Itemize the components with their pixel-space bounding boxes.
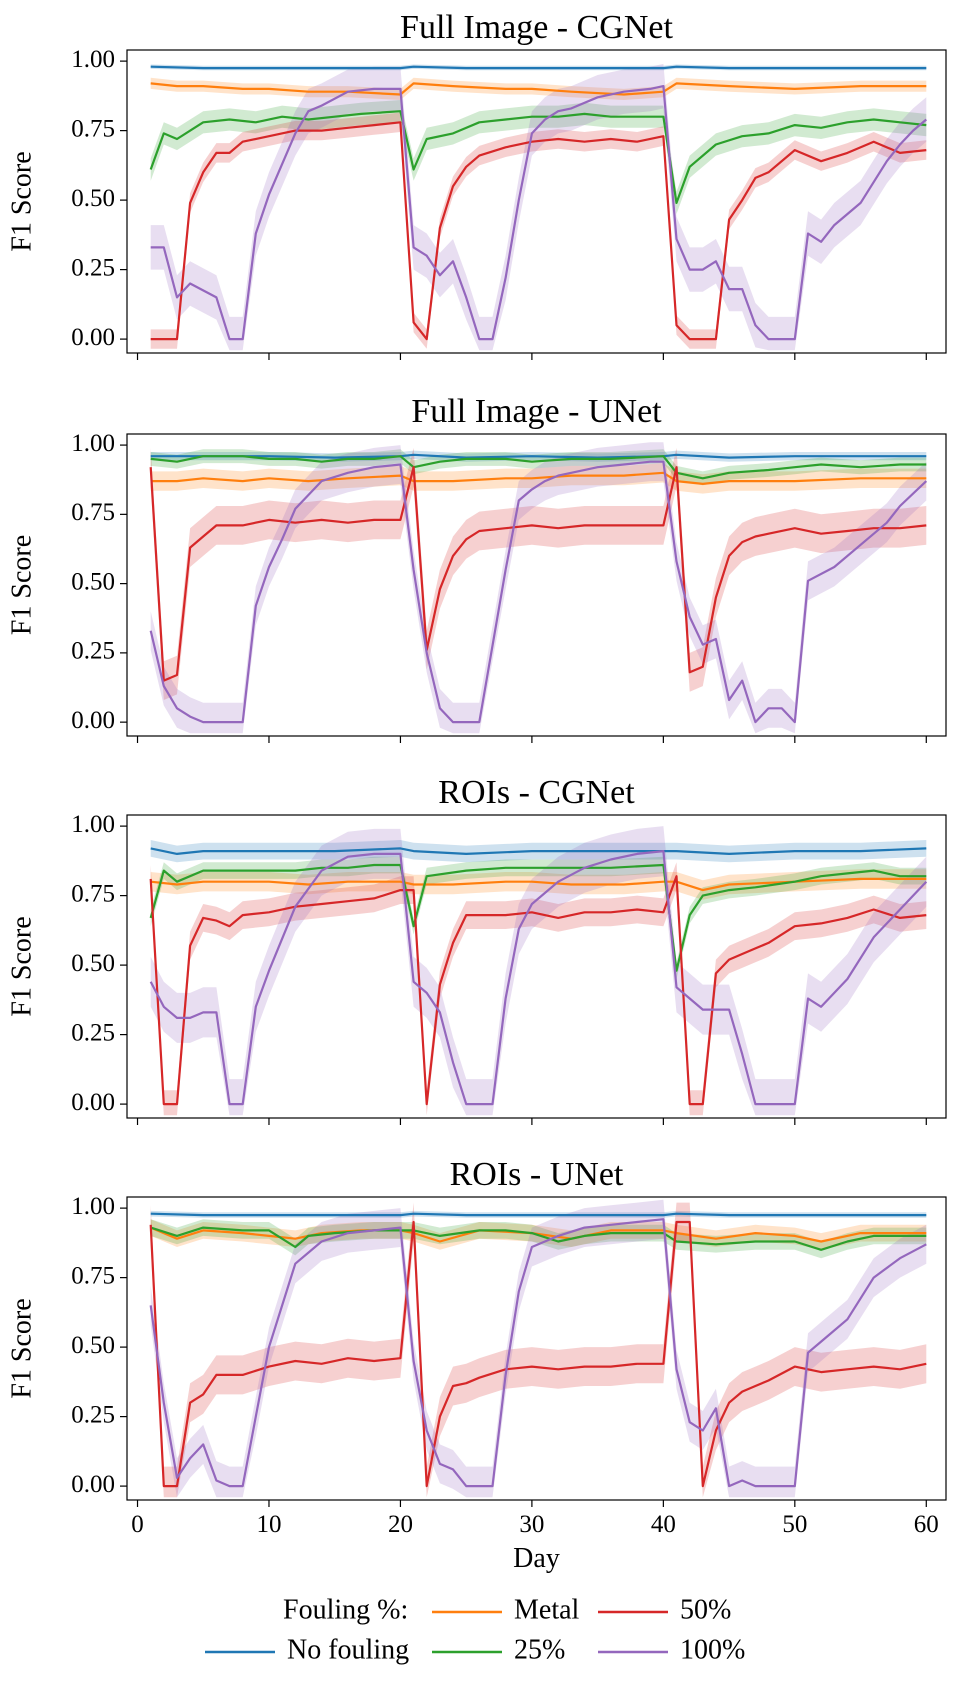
series-line-metal [150,82,927,96]
series-line-25pct [150,455,927,480]
chart-title: Full Image - UNet [411,393,662,430]
series-line-no-fouling [150,847,927,856]
confidence-band-50pct [150,1202,927,1498]
confidence-band-100pct [150,442,927,734]
series-line-no-fouling [150,1212,927,1217]
legend-label: 25% [514,1634,565,1665]
series-line-100pct [149,460,928,724]
series-line-metal [150,877,927,892]
y-tick-label: 1.00 [71,1193,115,1220]
series-line-25pct [149,110,927,204]
series-line-25pct [149,863,927,972]
legend-label: 50% [680,1594,731,1625]
y-tick-label: 0.50 [71,1332,115,1359]
x-tick-label: 60 [914,1511,939,1538]
legend-item-50pct: 50% [598,1594,731,1625]
y-axis-label: F1 Score [6,916,37,1016]
series-line-100pct [150,84,928,341]
confidence-band-50pct [150,447,927,700]
y-axis-label: F1 Score [6,535,37,635]
y-tick-label: 0.75 [71,499,115,526]
confidence-band-25pct [150,100,927,214]
confidence-band-25pct [150,1219,927,1259]
chart-title: ROIs - CGNet [438,774,635,811]
y-tick-label: 0.25 [71,254,115,281]
series-group [149,826,928,1116]
chart-panel-rois-unet: ROIs - UNet F1 Score 0.00 0.25 0.50 0.75 1.00 0… [6,1156,947,1574]
y-tick-label: 1.00 [71,46,115,73]
series-line-25pct [150,1226,927,1251]
y-tick-label: 1.00 [71,811,115,838]
confidence-band-metal [150,869,927,900]
series-line-50pct [150,121,927,341]
confidence-band-100pct [150,63,927,351]
legend-title: Fouling %: [283,1594,408,1625]
legend-item-25pct: 25% [432,1634,565,1665]
y-tick-label: 0.00 [71,324,115,351]
legend-label: No fouling [287,1634,409,1665]
plot-frame [126,1196,947,1501]
series-line-100pct [149,1218,927,1488]
chart-panel-full-image-cgnet: Full Image - CGNet F1 Score 0.00 0.25 0.50 0.… [6,9,947,360]
chart-title: ROIs - UNet [450,1156,624,1193]
confidence-band-100pct [150,826,927,1116]
chart-panel-full-image-unet: Full Image - UNet F1 Score 0.00 0.25 0.50 0.7… [6,393,947,743]
legend: Fouling %: No fouling Metal 25% 50% 100% [205,1594,745,1665]
series-line-50pct [149,875,927,1106]
legend-item-metal: Metal [432,1594,580,1625]
y-tick-label: 0.00 [71,707,115,734]
y-tick-label: 0.50 [71,185,115,212]
series-group [149,442,928,734]
legend-item-100pct: 100% [598,1634,745,1665]
chart-title: Full Image - CGNet [400,9,673,46]
series-line-100pct [149,849,928,1106]
plot-frame [126,49,947,354]
plot-frame [126,814,947,1119]
y-tick-label: 0.00 [71,1089,115,1116]
confidence-band-25pct [150,856,927,979]
confidence-band-100pct [150,1199,927,1498]
x-tick-label: 20 [388,1511,413,1538]
series-group [149,1199,927,1498]
x-tick-label: 50 [782,1511,807,1538]
y-tick-label: 0.00 [71,1471,115,1498]
plot-frame [126,433,947,737]
series-line-no-fouling [150,453,927,459]
x-axis-label: Day [513,1543,560,1574]
x-tick-label: 40 [651,1511,676,1538]
y-tick-label: 0.50 [71,568,115,595]
y-tick-label: 0.25 [71,1401,115,1428]
legend-item-no-fouling: No fouling [205,1634,409,1665]
legend-label: Metal [514,1594,580,1625]
series-line-50pct [149,466,927,682]
legend-label: 100% [680,1634,745,1665]
y-tick-label: 0.50 [71,950,115,977]
series-line-metal [150,471,927,485]
y-tick-label: 0.25 [71,1019,115,1046]
x-tick-label: 0 [131,1511,144,1538]
series-group [149,63,928,351]
y-tick-label: 0.25 [71,638,115,665]
y-tick-label: 0.75 [71,1262,115,1289]
y-axis-label: F1 Score [6,151,37,251]
y-tick-label: 1.00 [71,430,115,457]
y-tick-label: 0.75 [71,115,115,142]
chart-panel-rois-cgnet: ROIs - CGNet F1 Score 0.00 0.25 0.50 0.75 1.00 [6,774,947,1125]
x-tick-label: 10 [256,1511,281,1538]
y-tick-label: 0.75 [71,880,115,907]
series-line-metal [150,1226,927,1243]
y-axis-label: F1 Score [6,1298,37,1398]
x-tick-label: 30 [519,1511,544,1538]
series-line-no-fouling [150,65,927,70]
chart-panels: Full Image - CGNet F1 Score 0.00 0.25 0.50 0.… [6,9,947,1574]
